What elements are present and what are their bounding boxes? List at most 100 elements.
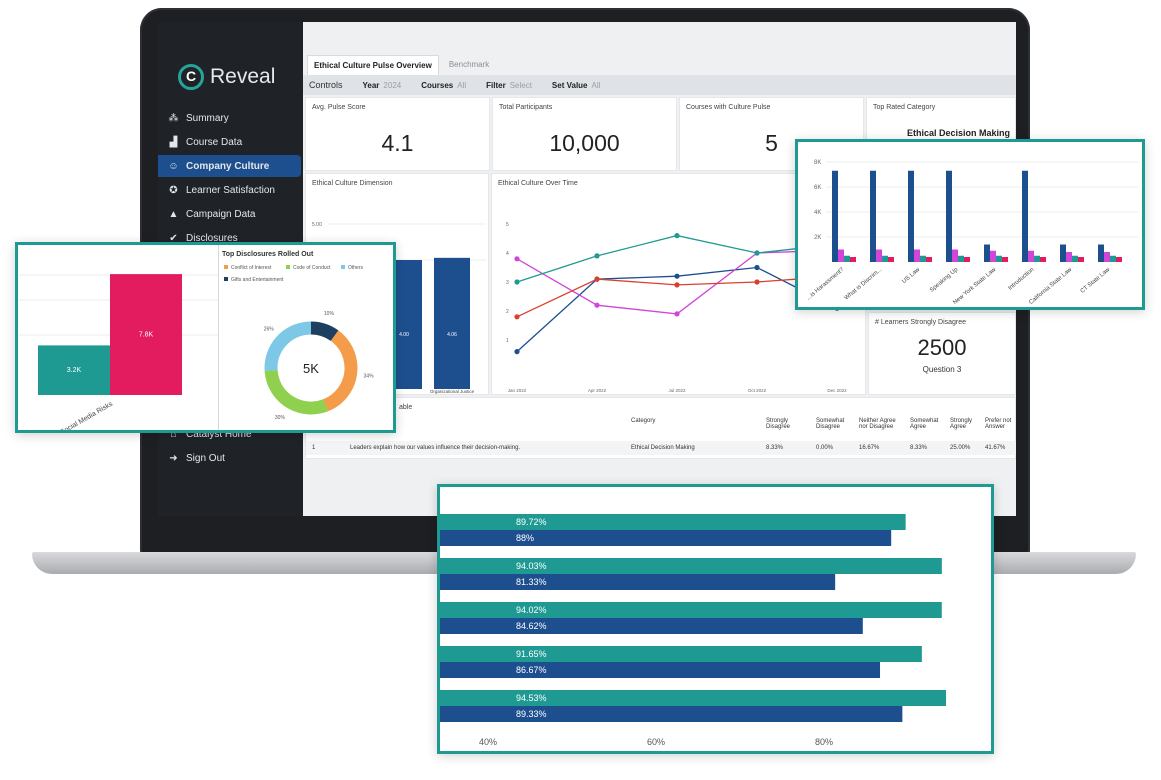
x-tick-label: Jul 2022 bbox=[668, 388, 686, 393]
course-bar bbox=[1098, 244, 1104, 262]
sidebar-item-sign-out[interactable]: ➜ Sign Out bbox=[158, 447, 301, 469]
app-name: Reveal bbox=[210, 65, 276, 88]
hbar-teal bbox=[440, 646, 922, 662]
course-bar bbox=[908, 170, 914, 262]
courses-control[interactable]: Courses All bbox=[421, 80, 467, 90]
series-point bbox=[674, 233, 680, 239]
x-tick-label: Apr 2022 bbox=[588, 388, 607, 393]
course-bar bbox=[964, 257, 970, 262]
y-tick-label: 1 bbox=[506, 338, 509, 344]
x-tick-label: California State Law bbox=[1028, 267, 1074, 307]
row-question: Leaders explain how our values influence… bbox=[350, 445, 521, 451]
row-value: 16.67% bbox=[859, 445, 880, 451]
hbar-navy bbox=[440, 618, 863, 634]
filter-control[interactable]: Filter Select bbox=[486, 80, 532, 90]
hbar-navy bbox=[440, 574, 836, 590]
hbar-value-label: 84.62% bbox=[516, 621, 547, 631]
dimension-bar bbox=[434, 257, 470, 389]
x-tick-label: 40% bbox=[479, 737, 497, 747]
x-tick-label: 80% bbox=[815, 737, 833, 747]
table-row[interactable]: 1 Leaders explain how our values influen… bbox=[306, 441, 1016, 455]
sidebar-item-label: Summary bbox=[186, 112, 229, 124]
x-tick-label: Oct 2022 bbox=[748, 388, 767, 393]
course-bar bbox=[914, 249, 920, 262]
sidebar-item-campaign-data[interactable]: ▲ Campaign Data bbox=[158, 203, 301, 225]
table-header-swd: Somewhat Disagree bbox=[816, 418, 845, 430]
sidebar-item-summary[interactable]: ⁂ Summary bbox=[158, 107, 301, 129]
hbar-value-label: 94.53% bbox=[516, 693, 547, 703]
x-tick-label: What is Discrim... bbox=[844, 267, 884, 302]
series-line bbox=[516, 249, 838, 315]
bar-value-label: 3.2K bbox=[67, 367, 82, 374]
donut-slice bbox=[264, 321, 358, 415]
series-point bbox=[674, 311, 680, 317]
sidebar-item-disclosures[interactable]: ✔ Disclosures bbox=[158, 227, 301, 249]
hbar-teal bbox=[440, 602, 942, 618]
sidebar-item-catalyst-home[interactable]: ⌂ Catalyst Home bbox=[158, 423, 301, 445]
course-bar bbox=[958, 255, 964, 262]
sidebar-item-course-data[interactable]: ▟ Course Data bbox=[158, 131, 301, 153]
sidebar-item-company-culture[interactable]: ☺ Company Culture bbox=[158, 155, 301, 177]
table-header-swa: Somewhat Agree bbox=[910, 418, 939, 430]
courses-bar-panel: 8K 6K 4K 2K ...is Harassment? What is Discrim… bbox=[795, 139, 1145, 310]
tab-benchmark[interactable]: Benchmark bbox=[448, 60, 490, 69]
slice-label: 26% bbox=[264, 326, 275, 332]
series-point bbox=[514, 314, 520, 320]
bar-value-label: 7.8K bbox=[139, 332, 154, 339]
row-category: Ethical Decision Making bbox=[631, 445, 695, 451]
donut-center-label: 5K bbox=[303, 361, 319, 376]
tab-pulse-overview[interactable]: Ethical Culture Pulse Overview bbox=[307, 55, 439, 75]
course-bar bbox=[1104, 252, 1110, 262]
course-bar bbox=[1040, 257, 1046, 262]
course-bar bbox=[1066, 252, 1072, 262]
sidebar-item-learner-satisfaction[interactable]: ✪ Learner Satisfaction bbox=[158, 179, 301, 201]
sidebar-item-label: Learner Satisfaction bbox=[186, 184, 275, 196]
kpi-title: Avg. Pulse Score bbox=[312, 104, 366, 111]
hbar-navy bbox=[440, 706, 903, 722]
hbar-value-label: 88% bbox=[516, 533, 534, 543]
legend-swatch bbox=[286, 265, 290, 269]
x-tick-label: Social Media Risks bbox=[59, 400, 114, 430]
course-bar bbox=[1110, 255, 1116, 262]
disclosures-donut-chart: Conflict of Interest Code of Conduct Other… bbox=[224, 265, 374, 421]
x-tick-label: New York State Law bbox=[952, 267, 998, 307]
kpi-value: 10,000 bbox=[549, 130, 620, 156]
course-bar bbox=[1072, 255, 1078, 262]
year-control[interactable]: Year 2024 bbox=[362, 80, 402, 90]
hbar-value-label: 81.33% bbox=[516, 577, 547, 587]
course-bar bbox=[870, 170, 876, 262]
table-header-neither: Neither Agree nor Disagree bbox=[859, 418, 896, 430]
row-value: 41.67% bbox=[985, 445, 1006, 451]
table-header-prefer: Prefer not Answer bbox=[985, 418, 1012, 430]
disclosures-panel: 3.2K 7.8K Social Media Risks Top Disclosur… bbox=[15, 242, 396, 433]
donut-title: Top Disclosures Rolled Out bbox=[222, 251, 314, 258]
sidebar-item-label: Company Culture bbox=[186, 160, 270, 172]
x-tick-label: Dec 2022 bbox=[827, 388, 847, 393]
divider bbox=[218, 245, 219, 430]
course-bar bbox=[1022, 170, 1028, 262]
table-header-sd: Strongly Disagree bbox=[766, 418, 791, 430]
kpi-card-participants: Total Participants 10,000 bbox=[492, 97, 677, 171]
y-tick-label: 2K bbox=[814, 235, 821, 241]
course-bar bbox=[850, 257, 856, 262]
hbar-value-label: 89.33% bbox=[516, 709, 547, 719]
course-bar bbox=[1060, 244, 1066, 262]
set-value-control[interactable]: Set Value All bbox=[551, 80, 601, 90]
x-tick-label: 60% bbox=[647, 737, 665, 747]
table-header-sa: Strongly Agree bbox=[950, 418, 973, 430]
star-icon: ✪ bbox=[169, 184, 178, 196]
image-icon: ▲ bbox=[168, 208, 179, 220]
series-point bbox=[674, 282, 680, 288]
course-bar bbox=[1034, 255, 1040, 262]
y-tick-label: 4K bbox=[814, 210, 821, 216]
kpi-card-avg-pulse: Avg. Pulse Score 4.1 bbox=[305, 97, 490, 171]
sidebar-item-label: Disclosures bbox=[186, 232, 238, 244]
kpi-title: Total Participants bbox=[499, 104, 553, 111]
top-rated-title: Top Rated Category bbox=[873, 104, 936, 111]
learners-disagree-sub: Question 3 bbox=[922, 365, 962, 374]
y-tick-label: 5 bbox=[506, 222, 509, 228]
kpi-value: 5 bbox=[765, 130, 778, 156]
logo[interactable]: Reveal bbox=[178, 64, 275, 90]
course-bar bbox=[1078, 257, 1084, 262]
